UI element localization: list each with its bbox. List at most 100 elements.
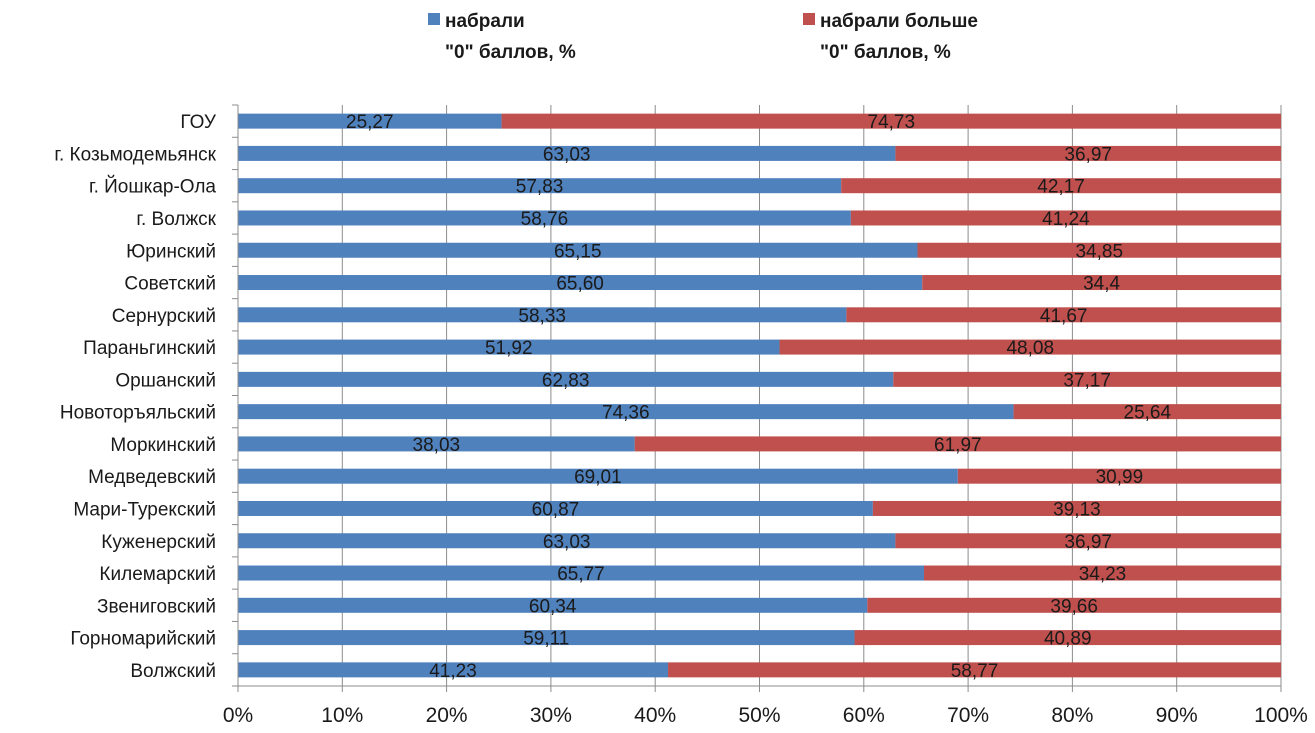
- legend-label: "0" баллов, %: [445, 42, 576, 63]
- category-label: Параньгинский: [83, 338, 216, 359]
- category-label: Волжский: [130, 661, 216, 682]
- category-label: Оршанский: [115, 370, 216, 391]
- bar-segment: [917, 242, 1281, 258]
- data-label: 74,36: [602, 403, 650, 424]
- category-label: Юринский: [126, 241, 216, 262]
- bar-segment: [923, 565, 1281, 581]
- x-tick-label: 20%: [426, 704, 468, 727]
- data-label: 36,97: [1064, 144, 1112, 165]
- data-label: 61,97: [934, 435, 982, 456]
- data-label: 60,87: [532, 499, 580, 520]
- category-label: Килемарский: [99, 564, 216, 585]
- data-label: 38,03: [413, 435, 461, 456]
- data-label: 34,23: [1079, 564, 1127, 585]
- bar-segment: [238, 371, 894, 387]
- legend-label: набрали больше: [820, 11, 978, 32]
- category-label: Моркинский: [110, 435, 216, 456]
- data-label: 63,03: [543, 144, 591, 165]
- data-label: 62,83: [542, 370, 590, 391]
- axes: 0% 10% 20% 30% 40% 50% 60% 70% 80% 90% 100%: [223, 104, 1308, 727]
- bar-segment: [238, 210, 851, 226]
- x-tick-label: 10%: [321, 704, 363, 727]
- data-label: 65,77: [557, 564, 605, 585]
- legend-label: набрали: [445, 11, 525, 32]
- bar-segment: [238, 242, 918, 258]
- category-label: г. Волжск: [136, 209, 216, 230]
- data-label: 69,01: [574, 467, 622, 488]
- bar-segment: [238, 339, 780, 355]
- bar-segment: [634, 436, 1281, 452]
- bar-segment: [238, 145, 896, 161]
- bar-segment: [238, 468, 958, 484]
- category-label: Сернурский: [112, 306, 216, 327]
- data-label: 39,13: [1053, 499, 1101, 520]
- x-tick-label: 50%: [738, 704, 780, 727]
- category-label: Новоторъяльский: [60, 403, 216, 424]
- legend-swatch: [428, 13, 440, 25]
- bar-segment: [957, 468, 1281, 484]
- data-label: 74,73: [868, 112, 916, 133]
- bar-segment: [238, 404, 1014, 420]
- bar-segment: [854, 630, 1281, 646]
- bar-segment: [238, 307, 847, 323]
- bar-segment: [867, 597, 1281, 613]
- x-tick-label: 60%: [843, 704, 885, 727]
- data-label: 48,08: [1006, 338, 1054, 359]
- x-tick-label: 90%: [1156, 704, 1198, 727]
- bar-segment: [238, 113, 502, 129]
- data-label: 65,15: [554, 241, 602, 262]
- x-tick-label: 80%: [1051, 704, 1093, 727]
- bar-segment: [238, 436, 635, 452]
- bar-segment: [846, 307, 1281, 323]
- x-tick-label: 0%: [223, 704, 253, 727]
- data-label: 25,27: [346, 112, 394, 133]
- bar-segment: [238, 533, 896, 549]
- category-label: Советский: [124, 274, 216, 295]
- bar-segment: [238, 630, 855, 646]
- data-label: 42,17: [1037, 177, 1085, 198]
- bar-segment: [893, 371, 1281, 387]
- category-label: ГОУ: [180, 112, 217, 133]
- bar-segment: [872, 500, 1281, 516]
- data-label: 40,89: [1044, 629, 1092, 650]
- bar-segment: [238, 500, 873, 516]
- data-label: 30,99: [1096, 467, 1144, 488]
- category-label: Куженерский: [101, 532, 216, 553]
- data-label: 37,17: [1063, 370, 1111, 391]
- gridlines: [341, 105, 1282, 686]
- bar-segment: [238, 178, 842, 194]
- legend-swatch: [803, 13, 815, 25]
- bar-segment: [1013, 404, 1281, 420]
- data-label: 63,03: [543, 532, 591, 553]
- data-label: 39,66: [1050, 596, 1098, 617]
- bar-segment: [238, 275, 923, 291]
- bar-segment: [501, 113, 1281, 129]
- bar-segment: [238, 597, 868, 613]
- bar-segment: [895, 533, 1281, 549]
- bar-segment: [779, 339, 1281, 355]
- bar-segment: [238, 565, 924, 581]
- data-label: 41,67: [1040, 306, 1088, 327]
- bar-segment: [238, 662, 669, 678]
- legend-label: "0" баллов, %: [820, 42, 951, 63]
- category-label: Звениговский: [97, 596, 216, 617]
- legend: набрали "0" баллов, % набрали больше "0" ба…: [428, 11, 978, 63]
- labels: ГОУ 25,27 74,73 г. Козьмодемьянск 63,03 36,97…: [54, 112, 1171, 682]
- category-label: г. Козьмодемьянск: [54, 144, 216, 165]
- bar-segment: [841, 178, 1281, 194]
- category-label: Медведевский: [88, 467, 216, 488]
- bar-segment: [895, 145, 1281, 161]
- data-label: 65,60: [556, 274, 604, 295]
- bar-segment: [922, 275, 1281, 291]
- data-label: 58,77: [951, 661, 999, 682]
- data-label: 34,4: [1083, 274, 1120, 295]
- x-tick-label: 40%: [634, 704, 676, 727]
- data-label: 25,64: [1124, 403, 1172, 424]
- data-label: 60,34: [529, 596, 577, 617]
- data-label: 51,92: [485, 338, 533, 359]
- x-tick-label: 30%: [530, 704, 572, 727]
- bars: [238, 113, 1281, 678]
- data-label: 58,33: [518, 306, 566, 327]
